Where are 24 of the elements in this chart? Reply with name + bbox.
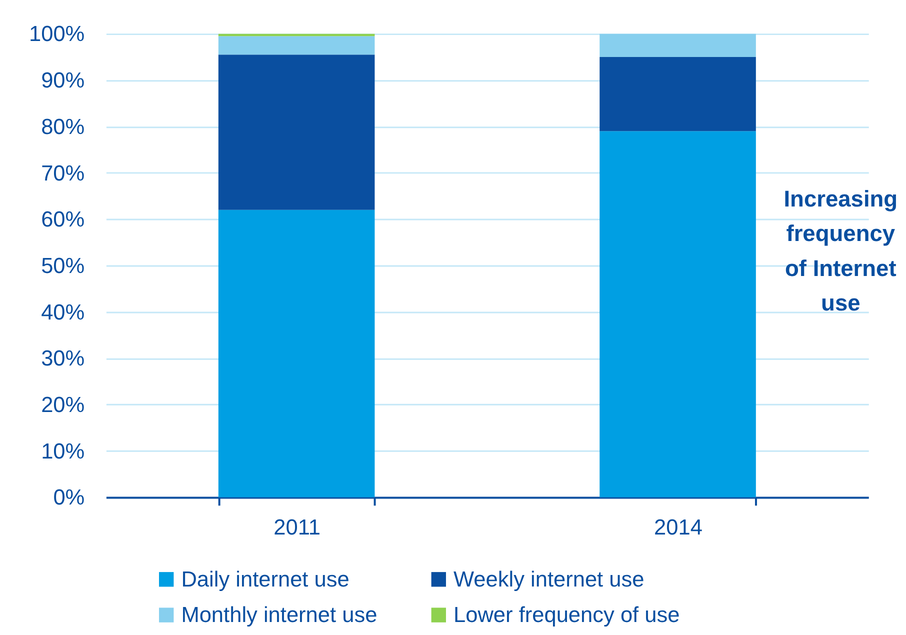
x-tick-label: 2011 <box>274 514 320 540</box>
y-tick-label: 50% <box>41 252 85 278</box>
legend-label: Weekly internet use <box>453 566 644 592</box>
bar <box>218 36 375 55</box>
y-tick-label: 10% <box>41 438 85 464</box>
y-tick-label: 100% <box>28 21 85 46</box>
y-tick-label: 30% <box>41 346 85 371</box>
bar <box>600 56 756 132</box>
legend-label: Monthly internet use <box>181 602 378 627</box>
y-tick-label: 90% <box>41 68 85 93</box>
y-tick-label: 60% <box>41 206 85 232</box>
annotation: Increasing frequency of Internet use <box>784 186 898 316</box>
y-tick-label: 20% <box>41 392 85 417</box>
y-tick-label: 70% <box>41 160 85 186</box>
bar <box>600 34 756 57</box>
legend-label: Daily internet use <box>181 566 350 592</box>
y-tick-label: 40% <box>41 299 85 324</box>
bar <box>218 54 375 210</box>
y-tick-label: 80% <box>41 114 85 139</box>
y-tick-label: 0% <box>53 484 85 510</box>
bar <box>600 131 756 498</box>
bar <box>218 210 375 498</box>
legend-label: Lower frequency of use <box>453 602 680 627</box>
x-tick-label: 2014 <box>654 514 702 540</box>
